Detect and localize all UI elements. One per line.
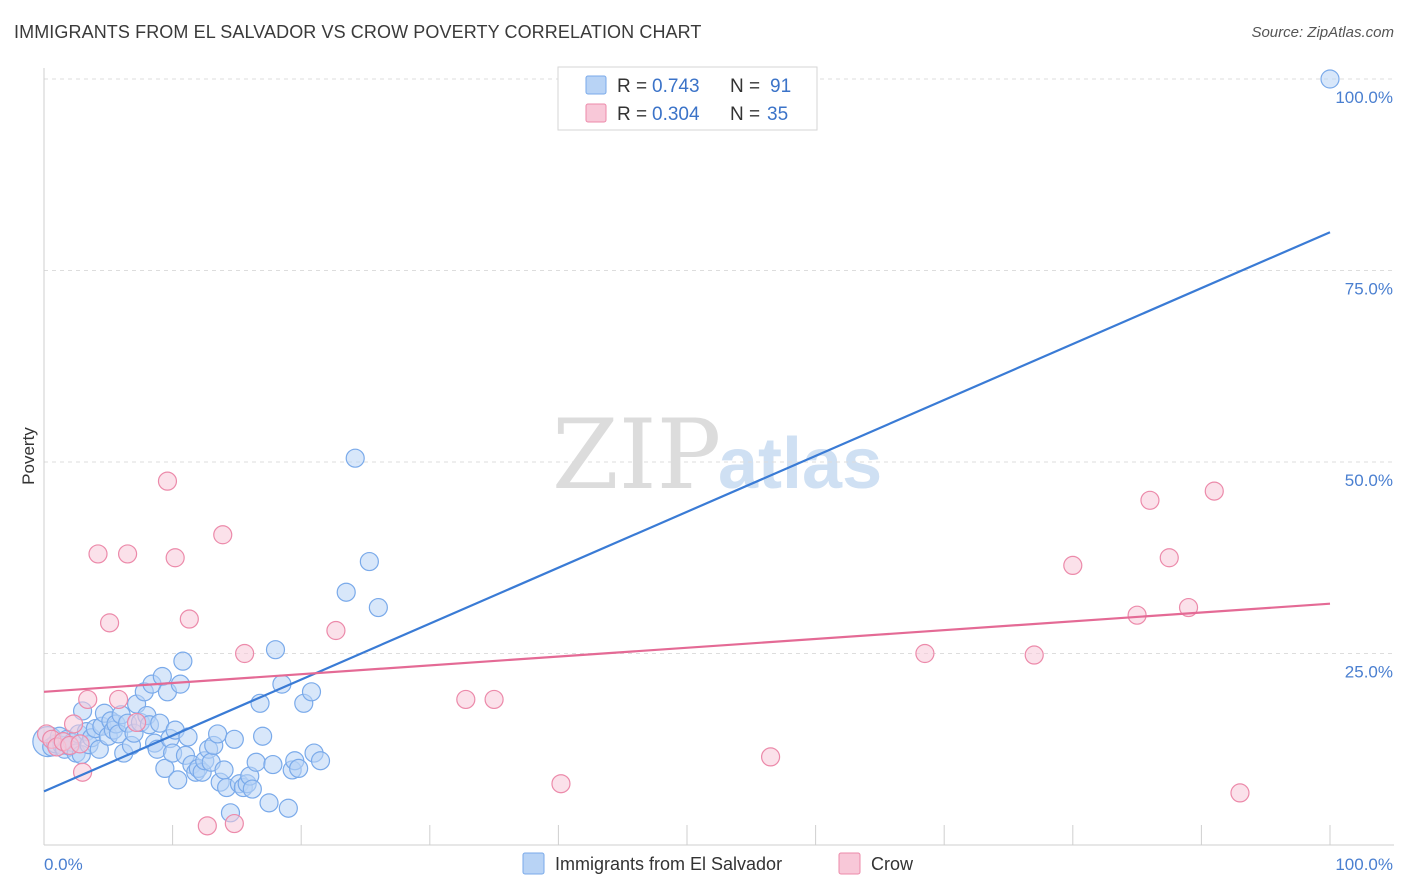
- point-crow-23: [484, 689, 504, 710]
- point-el-salvador-40: [155, 758, 175, 779]
- series-legend: Immigrants from El Salvador Crow: [522, 852, 914, 875]
- series-legend-swatch-el-salvador: [522, 852, 545, 875]
- legend-r-label: R =: [617, 104, 647, 125]
- point-el-salvador-76: [278, 798, 298, 818]
- point-crow-16: [179, 609, 199, 629]
- point-crow-33: [1204, 481, 1224, 501]
- legend-r-value-crow: 0.304: [652, 104, 700, 125]
- legend-n-label: N =: [730, 104, 760, 125]
- trendline-crow: [43, 602, 1331, 693]
- stats-legend: R = 0.743 N = 91 R = 0.304 N = 35: [557, 66, 818, 131]
- legend-r-label: R =: [617, 76, 647, 97]
- point-crow-17: [197, 816, 217, 836]
- legend-n-value-crow: 35: [767, 104, 788, 125]
- y-axis-title: Poverty: [19, 427, 38, 485]
- point-crow-11: [108, 689, 129, 710]
- point-el-salvador-85: [345, 448, 365, 468]
- point-crow-30: [1140, 490, 1160, 510]
- point-crow-6: [70, 734, 90, 754]
- watermark-atlas: atlas: [718, 424, 882, 504]
- point-crow-27: [1024, 645, 1044, 665]
- point-el-salvador-45: [168, 770, 188, 790]
- trendline-el-salvador: [43, 231, 1331, 793]
- axes: [43, 68, 1394, 846]
- point-el-salvador-83: [310, 751, 331, 771]
- point-crow-24: [551, 774, 571, 794]
- watermark: ZIP atlas: [552, 399, 882, 511]
- point-crow-9: [88, 544, 108, 564]
- x-tick-label-0: 0.0%: [44, 855, 83, 874]
- x-tick-label-100: 100.0%: [1335, 855, 1393, 874]
- point-el-salvador-88: [1320, 69, 1340, 89]
- legend-n-value-el-salvador: 91: [770, 76, 791, 97]
- chart-title: IMMIGRANTS FROM EL SALVADOR VS CROW POVE…: [14, 22, 702, 42]
- point-crow-14: [157, 471, 178, 491]
- point-el-salvador-69: [246, 752, 266, 772]
- point-crow-31: [1159, 548, 1179, 568]
- point-crow-29: [1127, 605, 1147, 625]
- gridlines: [44, 78, 1394, 654]
- point-el-salvador-84: [336, 582, 356, 602]
- point-el-salvador-72: [259, 793, 279, 813]
- x-ticks: [43, 825, 1331, 845]
- point-el-salvador-46: [170, 674, 190, 694]
- point-crow-19: [224, 813, 244, 834]
- point-crow-28: [1063, 555, 1083, 576]
- y-tick-label-75: 75.0%: [1345, 280, 1393, 299]
- point-el-salvador-87: [368, 597, 388, 618]
- point-crow-13: [126, 712, 147, 733]
- point-el-salvador-73: [263, 754, 283, 775]
- point-crow-21: [326, 620, 346, 641]
- legend-n-label: N =: [730, 76, 760, 97]
- point-el-salvador-74: [265, 640, 286, 660]
- point-el-salvador-86: [359, 551, 379, 572]
- point-el-salvador-79: [289, 758, 309, 779]
- point-crow-20: [235, 643, 255, 664]
- point-el-salvador-60: [214, 760, 234, 780]
- point-crow-5: [63, 714, 84, 734]
- point-crow-25: [760, 747, 781, 767]
- trendlines: [43, 231, 1331, 793]
- series-legend-swatch-crow: [838, 852, 861, 875]
- chart-source: Source: ZipAtlas.com: [1251, 24, 1394, 41]
- point-el-salvador-17: [89, 739, 109, 759]
- point-el-salvador-71: [253, 726, 273, 746]
- point-crow-10: [99, 613, 120, 633]
- legend-r-value-el-salvador: 0.743: [652, 76, 700, 97]
- point-crow-18: [213, 525, 233, 545]
- y-tick-label-100: 100.0%: [1335, 88, 1393, 107]
- x-tick-labels: 0.0% 100.0%: [44, 855, 1393, 874]
- point-crow-8: [78, 689, 98, 710]
- point-el-salvador-58: [208, 724, 228, 744]
- legend-swatch-crow: [585, 103, 607, 123]
- y-tick-label-50: 50.0%: [1345, 471, 1393, 490]
- point-crow-12: [117, 544, 138, 564]
- series-legend-label-el-salvador: Immigrants from El Salvador: [555, 854, 782, 874]
- point-el-salvador-68: [242, 779, 262, 799]
- point-el-salvador-81: [301, 682, 322, 702]
- point-el-salvador-63: [224, 729, 244, 749]
- scatter-points: [32, 69, 1340, 836]
- series-legend-label-crow: Crow: [871, 854, 914, 874]
- y-tick-labels: 25.0% 50.0% 75.0% 100.0%: [1335, 88, 1393, 682]
- legend-swatch-el-salvador: [585, 75, 607, 95]
- point-crow-26: [915, 643, 935, 664]
- point-el-salvador-47: [173, 651, 193, 671]
- point-crow-15: [165, 548, 185, 568]
- y-tick-label-25: 25.0%: [1345, 663, 1393, 682]
- watermark-zip: ZIP: [552, 399, 721, 511]
- point-crow-34: [1230, 783, 1250, 803]
- point-crow-22: [456, 689, 476, 710]
